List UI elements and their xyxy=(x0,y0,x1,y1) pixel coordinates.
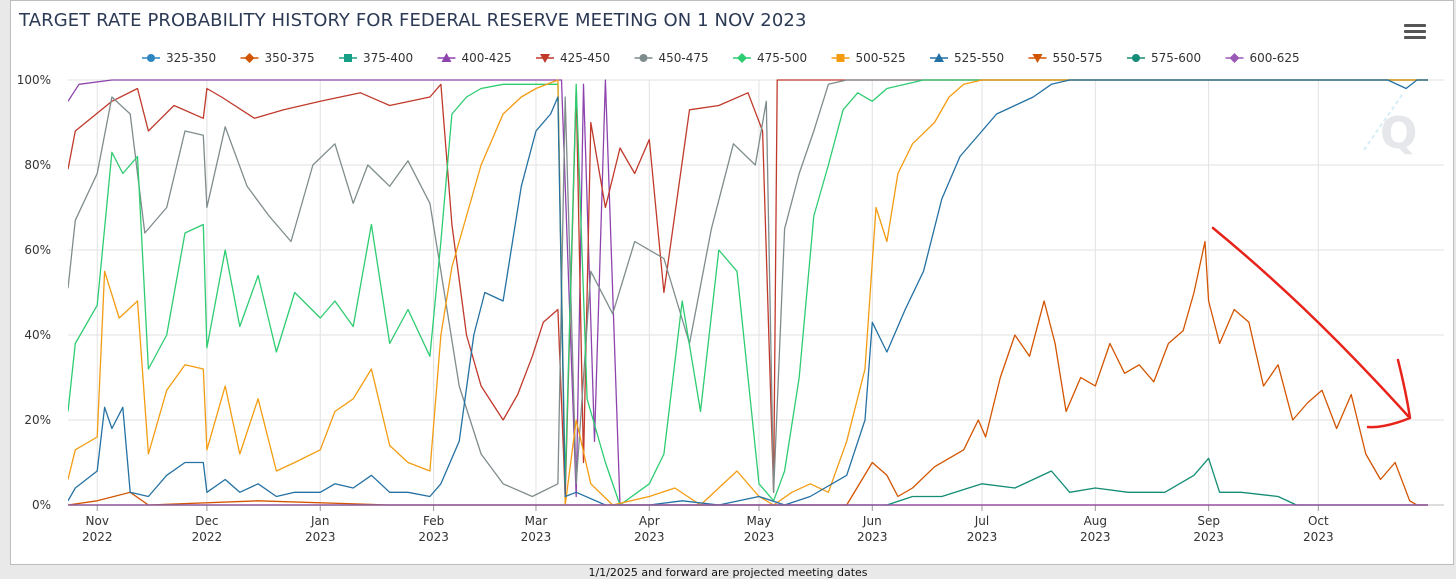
legend-item[interactable]: 425-450 xyxy=(536,51,610,65)
legend-label: 325-350 xyxy=(166,51,216,65)
x-tick-month: Oct xyxy=(1308,514,1329,528)
y-axis: 0% 20% 40% 60% 80% 100% xyxy=(17,73,51,512)
x-tick-year: 2023 xyxy=(634,530,665,544)
x-tick-year: 2023 xyxy=(1080,530,1111,544)
legend-marker xyxy=(344,54,352,62)
y-tick-label: 0% xyxy=(32,498,51,512)
series-line-525-550 xyxy=(68,79,1428,506)
legend-marker xyxy=(639,54,648,62)
legend-marker xyxy=(737,53,747,63)
watermark-logo-icon: Q xyxy=(1363,91,1417,159)
legend-item[interactable]: 575-600 xyxy=(1127,51,1201,65)
legend-marker xyxy=(244,53,255,63)
legend-label: 350-375 xyxy=(265,51,315,65)
hamburger-menu-icon[interactable] xyxy=(1404,24,1426,40)
y-tick-label: 40% xyxy=(24,328,51,342)
x-tick-month: Apr xyxy=(639,514,660,528)
series-line-425-450 xyxy=(68,79,1428,498)
legend-item[interactable]: 375-400 xyxy=(339,51,413,65)
legend-marker xyxy=(147,54,155,62)
legend-item[interactable]: 550-575 xyxy=(1028,51,1103,65)
chart-legend: 325-350 350-375 375-400 400-425 425-450 450-4… xyxy=(142,51,1300,65)
x-tick-month: May xyxy=(747,514,772,528)
legend-item[interactable]: 450-475 xyxy=(634,51,709,65)
legend-label: 600-625 xyxy=(1250,51,1300,65)
x-tick-year: 2022 xyxy=(82,530,113,544)
legend-label: 575-600 xyxy=(1151,51,1201,65)
legend-marker xyxy=(934,53,944,62)
series-line-550-575 xyxy=(68,240,1428,506)
legend-marker xyxy=(836,54,845,62)
legend-item[interactable]: 400-425 xyxy=(437,51,512,65)
x-tick-month: Jan xyxy=(310,514,330,528)
footnote: 1/1/2025 and forward are projected meeti… xyxy=(588,566,868,579)
legend-item[interactable]: 475-500 xyxy=(733,51,807,65)
x-tick-year: 2022 xyxy=(192,530,223,544)
legend-label: 500-525 xyxy=(856,51,906,65)
chart-grid xyxy=(68,79,1444,506)
series-line-400-425 xyxy=(68,79,1428,506)
red-arrow-annotation xyxy=(1211,226,1412,429)
chart-plot: 325-350 350-375 375-400 400-425 425-450 450-4… xyxy=(17,51,1444,544)
legend-label: 425-450 xyxy=(560,51,610,65)
legend-label: 475-500 xyxy=(757,51,807,65)
legend-label: 400-425 xyxy=(462,51,512,65)
legend-marker xyxy=(1132,54,1140,62)
x-tick-month: Dec xyxy=(195,514,218,528)
x-tick-month: Nov xyxy=(86,514,109,528)
legend-marker xyxy=(540,54,550,63)
legend-label: 375-400 xyxy=(363,51,413,65)
x-tick-year: 2023 xyxy=(967,530,998,544)
legend-item[interactable]: 325-350 xyxy=(142,51,216,65)
chart-title: TARGET RATE PROBABILITY HISTORY FOR FEDE… xyxy=(19,10,807,31)
x-tick-month: Sep xyxy=(1197,514,1220,528)
legend-item[interactable]: 350-375 xyxy=(240,51,315,65)
svg-text:Q: Q xyxy=(1380,108,1417,159)
y-tick-label: 80% xyxy=(24,158,51,172)
x-tick-year: 2023 xyxy=(305,530,336,544)
x-tick-month: Jul xyxy=(974,514,989,528)
x-tick-year: 2023 xyxy=(521,530,552,544)
x-axis: Nov 2022 Dec 2022 Jan 2023 Feb 2023 Mar 2023 Apr 20… xyxy=(68,504,1444,544)
series-line-450-475 xyxy=(68,79,1428,498)
x-tick-year: 2023 xyxy=(744,530,775,544)
legend-label: 525-550 xyxy=(954,51,1004,65)
legend-label: 450-475 xyxy=(659,51,709,65)
legend-marker xyxy=(1032,54,1043,63)
x-tick-year: 2023 xyxy=(1193,530,1224,544)
x-tick-month: Jun xyxy=(862,514,882,528)
legend-marker xyxy=(1229,53,1240,63)
legend-label: 550-575 xyxy=(1053,51,1103,65)
legend-item[interactable]: 600-625 xyxy=(1225,51,1300,65)
x-tick-month: Feb xyxy=(423,514,444,528)
x-tick-year: 2023 xyxy=(418,530,449,544)
x-tick-month: Aug xyxy=(1084,514,1107,528)
series-line-475-500 xyxy=(68,79,1428,506)
legend-item[interactable]: 525-550 xyxy=(930,51,1004,65)
series-line-500-525 xyxy=(68,79,1428,506)
x-tick-year: 2023 xyxy=(1303,530,1334,544)
x-tick-month: Mar xyxy=(525,514,548,528)
y-tick-label: 20% xyxy=(24,413,51,427)
x-tick-year: 2023 xyxy=(857,530,888,544)
y-tick-label: 60% xyxy=(24,243,51,257)
y-tick-label: 100% xyxy=(17,73,51,87)
legend-item[interactable]: 500-525 xyxy=(831,51,906,65)
series-lines xyxy=(68,79,1428,506)
legend-marker xyxy=(441,53,452,62)
series-line-575-600 xyxy=(68,457,1428,506)
